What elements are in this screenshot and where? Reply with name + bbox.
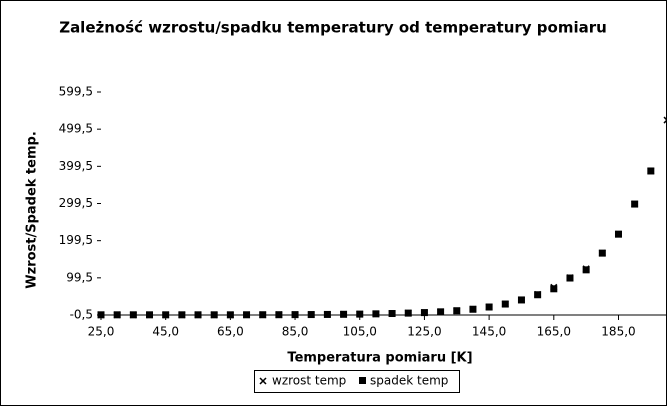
x-tick-label: 165,0: [537, 325, 571, 339]
legend-label: spadek temp: [370, 374, 448, 388]
marker-square: [550, 285, 558, 293]
y-tick-label: -0,5: [70, 308, 93, 322]
legend: [254, 370, 460, 393]
marker-square: [243, 311, 251, 319]
marker-square: [566, 274, 574, 282]
marker-square: [485, 303, 493, 311]
marker-square: [340, 310, 348, 318]
x-tick-label: 145,0: [472, 325, 506, 339]
marker-square: [647, 167, 655, 175]
marker-square: [356, 310, 364, 318]
marker-square: [437, 308, 445, 316]
x-axis-title: Temperatura pomiaru [K]: [287, 351, 472, 366]
y-axis-title: Wzrost/Spadek temp.: [25, 131, 40, 289]
x-tick-label: 125,0: [407, 325, 441, 339]
marker-square: [275, 311, 283, 319]
x-tick-label: 185,0: [601, 325, 635, 339]
legend-marker: [359, 377, 366, 384]
marker-square: [420, 309, 428, 317]
y-tick-label: 299,5: [59, 196, 93, 210]
marker-square: [210, 311, 218, 319]
marker-square: [194, 311, 202, 319]
marker-square: [517, 296, 525, 304]
y-tick-label: 99,5: [66, 270, 93, 284]
marker-square: [307, 311, 315, 319]
marker-square: [631, 200, 639, 208]
chart-title: Zależność wzrostu/spadku temperatury od …: [59, 19, 607, 37]
marker-square: [582, 266, 590, 274]
marker-square: [388, 310, 396, 318]
marker-square: [614, 230, 622, 238]
marker-square: [178, 311, 186, 319]
marker-x: [663, 116, 667, 124]
y-tick-label: 199,5: [59, 233, 93, 247]
y-tick-label: 499,5: [59, 122, 93, 136]
y-tick-label: 599,5: [59, 85, 93, 99]
x-tick-label: 105,0: [343, 325, 377, 339]
marker-square: [323, 310, 331, 318]
legend-label: wzrost temp: [272, 374, 346, 388]
marker-square: [291, 311, 299, 319]
legend-marker: [259, 377, 267, 385]
marker-square: [129, 311, 137, 319]
marker-square: [598, 249, 606, 257]
marker-square: [162, 311, 170, 319]
marker-square: [501, 300, 509, 308]
marker-square: [404, 309, 412, 317]
marker-square: [372, 310, 380, 318]
marker-square: [469, 305, 477, 313]
x-tick-label: 25,0: [88, 325, 115, 339]
marker-square: [226, 311, 234, 319]
marker-square: [259, 311, 267, 319]
x-tick-label: 65,0: [217, 325, 244, 339]
marker-square: [97, 311, 105, 319]
x-tick-label: 45,0: [152, 325, 179, 339]
y-tick-label: 399,5: [59, 159, 93, 173]
marker-square: [146, 311, 154, 319]
marker-square: [113, 311, 121, 319]
marker-square: [534, 291, 542, 299]
marker-square: [453, 307, 461, 315]
x-tick-label: 85,0: [282, 325, 309, 339]
